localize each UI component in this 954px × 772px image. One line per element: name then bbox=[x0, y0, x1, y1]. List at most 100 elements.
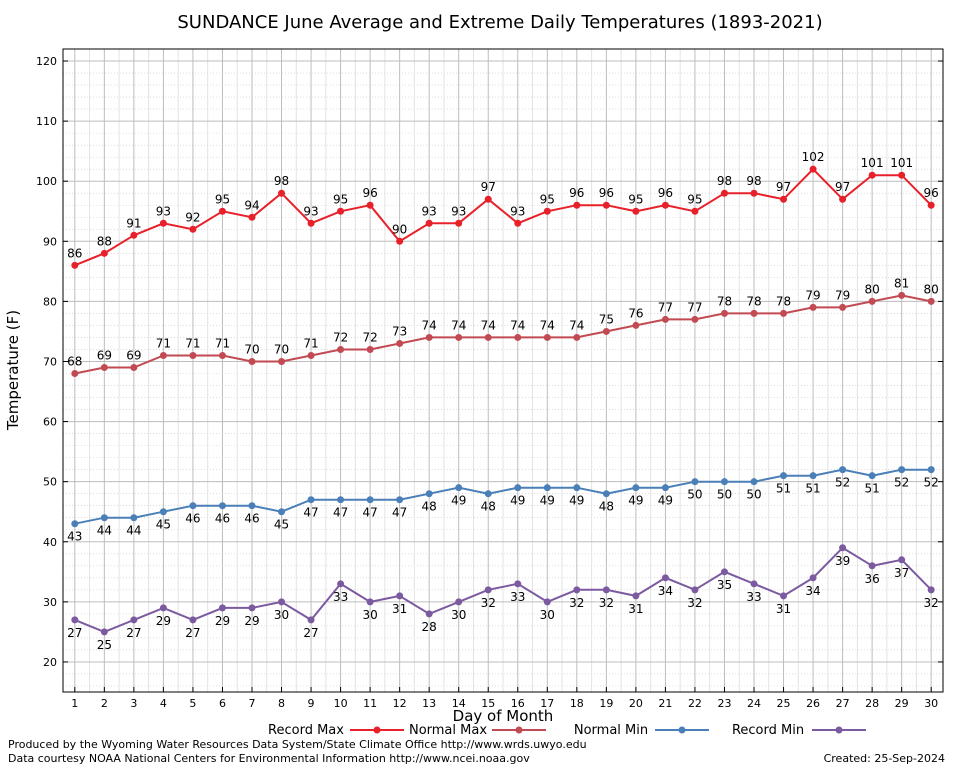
data-label-record-min: 32 bbox=[924, 596, 939, 610]
data-label-normal-min: 48 bbox=[422, 500, 437, 514]
data-point-record-min bbox=[780, 592, 788, 600]
data-label-normal-max: 71 bbox=[303, 336, 318, 350]
data-label-record-min: 32 bbox=[569, 596, 584, 610]
data-label-record-max: 95 bbox=[628, 192, 643, 206]
y-tick-label: 80 bbox=[43, 295, 57, 308]
data-label-normal-min: 48 bbox=[599, 500, 614, 514]
data-point-normal-min bbox=[839, 466, 847, 474]
data-label-normal-max: 75 bbox=[599, 312, 614, 326]
data-label-record-max: 96 bbox=[658, 186, 673, 200]
data-point-record-max bbox=[691, 207, 699, 215]
data-point-normal-min bbox=[130, 514, 138, 522]
data-point-record-max bbox=[307, 219, 315, 227]
data-label-record-max: 94 bbox=[244, 198, 259, 212]
x-tick-label: 3 bbox=[130, 697, 137, 710]
data-label-record-max: 101 bbox=[890, 156, 913, 170]
data-label-record-max: 91 bbox=[126, 216, 141, 230]
footer-created-date: Created: 25-Sep-2024 bbox=[823, 752, 945, 765]
data-label-record-min: 30 bbox=[451, 608, 466, 622]
data-point-record-max bbox=[780, 195, 788, 203]
data-point-normal-max bbox=[71, 370, 79, 378]
data-label-record-min: 27 bbox=[67, 626, 82, 640]
data-point-record-max bbox=[839, 195, 847, 203]
data-label-record-max: 98 bbox=[717, 174, 732, 188]
data-label-normal-max: 71 bbox=[185, 336, 200, 350]
data-point-record-max bbox=[248, 213, 256, 221]
data-point-record-min bbox=[661, 574, 669, 582]
data-label-record-max: 95 bbox=[215, 192, 230, 206]
data-point-normal-max bbox=[100, 363, 108, 371]
data-point-record-min bbox=[543, 598, 551, 606]
data-label-normal-min: 51 bbox=[776, 482, 791, 496]
data-label-record-max: 95 bbox=[687, 192, 702, 206]
data-point-normal-max bbox=[661, 315, 669, 323]
data-point-normal-max bbox=[130, 363, 138, 371]
data-point-record-max bbox=[278, 189, 286, 197]
data-point-normal-max bbox=[278, 357, 286, 365]
data-label-record-min: 32 bbox=[481, 596, 496, 610]
data-label-record-min: 29 bbox=[244, 614, 259, 628]
data-point-normal-min bbox=[396, 496, 404, 504]
data-label-normal-min: 47 bbox=[392, 506, 407, 520]
data-label-normal-max: 80 bbox=[864, 282, 879, 296]
series-line-record-max bbox=[74, 167, 932, 267]
data-point-record-min bbox=[366, 598, 374, 606]
y-tick-label: 20 bbox=[43, 656, 57, 669]
data-label-normal-max: 81 bbox=[894, 276, 909, 290]
data-label-normal-max: 78 bbox=[776, 294, 791, 308]
data-point-record-max bbox=[159, 219, 167, 227]
data-label-record-min: 33 bbox=[746, 590, 761, 604]
data-point-record-max bbox=[71, 261, 79, 269]
x-tick-label: 19 bbox=[599, 697, 613, 710]
data-label-record-max: 101 bbox=[861, 156, 884, 170]
legend-marker-record-max bbox=[373, 726, 381, 734]
data-label-record-max: 93 bbox=[156, 204, 171, 218]
x-tick-label: 10 bbox=[334, 697, 348, 710]
data-label-record-max: 95 bbox=[333, 192, 348, 206]
x-axis-label: Day of Month bbox=[453, 707, 554, 725]
data-point-record-min bbox=[602, 586, 610, 594]
legend-label-record-max: Record Max bbox=[268, 723, 344, 738]
data-label-normal-min: 52 bbox=[835, 476, 850, 490]
data-label-record-min: 30 bbox=[362, 608, 377, 622]
data-label-record-max: 90 bbox=[392, 222, 407, 236]
x-tick-label: 16 bbox=[511, 697, 525, 710]
legend-marker-normal-min bbox=[678, 726, 686, 734]
data-point-normal-max bbox=[425, 333, 433, 341]
x-tick-label: 24 bbox=[747, 697, 761, 710]
x-tick-label: 7 bbox=[248, 697, 255, 710]
data-label-record-max: 97 bbox=[481, 180, 496, 194]
legend: Record Max Normal Max Normal Min Record Min bbox=[268, 723, 866, 738]
data-point-normal-max bbox=[455, 333, 463, 341]
data-point-normal-min bbox=[100, 514, 108, 522]
data-label-normal-max: 74 bbox=[422, 318, 437, 332]
data-label-record-max: 97 bbox=[835, 180, 850, 194]
data-point-normal-min bbox=[514, 484, 522, 492]
data-point-normal-min bbox=[248, 502, 256, 510]
data-label-normal-max: 68 bbox=[67, 355, 82, 369]
legend-label-normal-min: Normal Min bbox=[574, 723, 648, 738]
data-point-record-max bbox=[396, 237, 404, 245]
y-tick-label: 100 bbox=[36, 175, 57, 188]
data-label-normal-max: 74 bbox=[481, 318, 496, 332]
data-point-record-min bbox=[130, 616, 138, 624]
y-tick-label: 110 bbox=[36, 115, 57, 128]
data-label-record-max: 98 bbox=[274, 174, 289, 188]
data-label-normal-max: 74 bbox=[451, 318, 466, 332]
x-tick-label: 6 bbox=[219, 697, 226, 710]
data-label-normal-max: 79 bbox=[835, 288, 850, 302]
x-tick-label: 12 bbox=[393, 697, 407, 710]
data-label-record-max: 92 bbox=[185, 210, 200, 224]
data-label-record-min: 25 bbox=[97, 638, 112, 652]
legend-marker-record-min bbox=[835, 726, 843, 734]
y-tick-label: 30 bbox=[43, 596, 57, 609]
data-label-normal-min: 47 bbox=[303, 506, 318, 520]
data-point-normal-max bbox=[484, 333, 492, 341]
data-point-normal-max bbox=[720, 309, 728, 317]
data-label-normal-min: 46 bbox=[215, 512, 230, 526]
data-label-record-max: 102 bbox=[802, 150, 825, 164]
data-label-record-min: 27 bbox=[303, 626, 318, 640]
data-point-normal-min bbox=[691, 478, 699, 486]
y-axis-label: Temperature (F) bbox=[4, 310, 22, 431]
